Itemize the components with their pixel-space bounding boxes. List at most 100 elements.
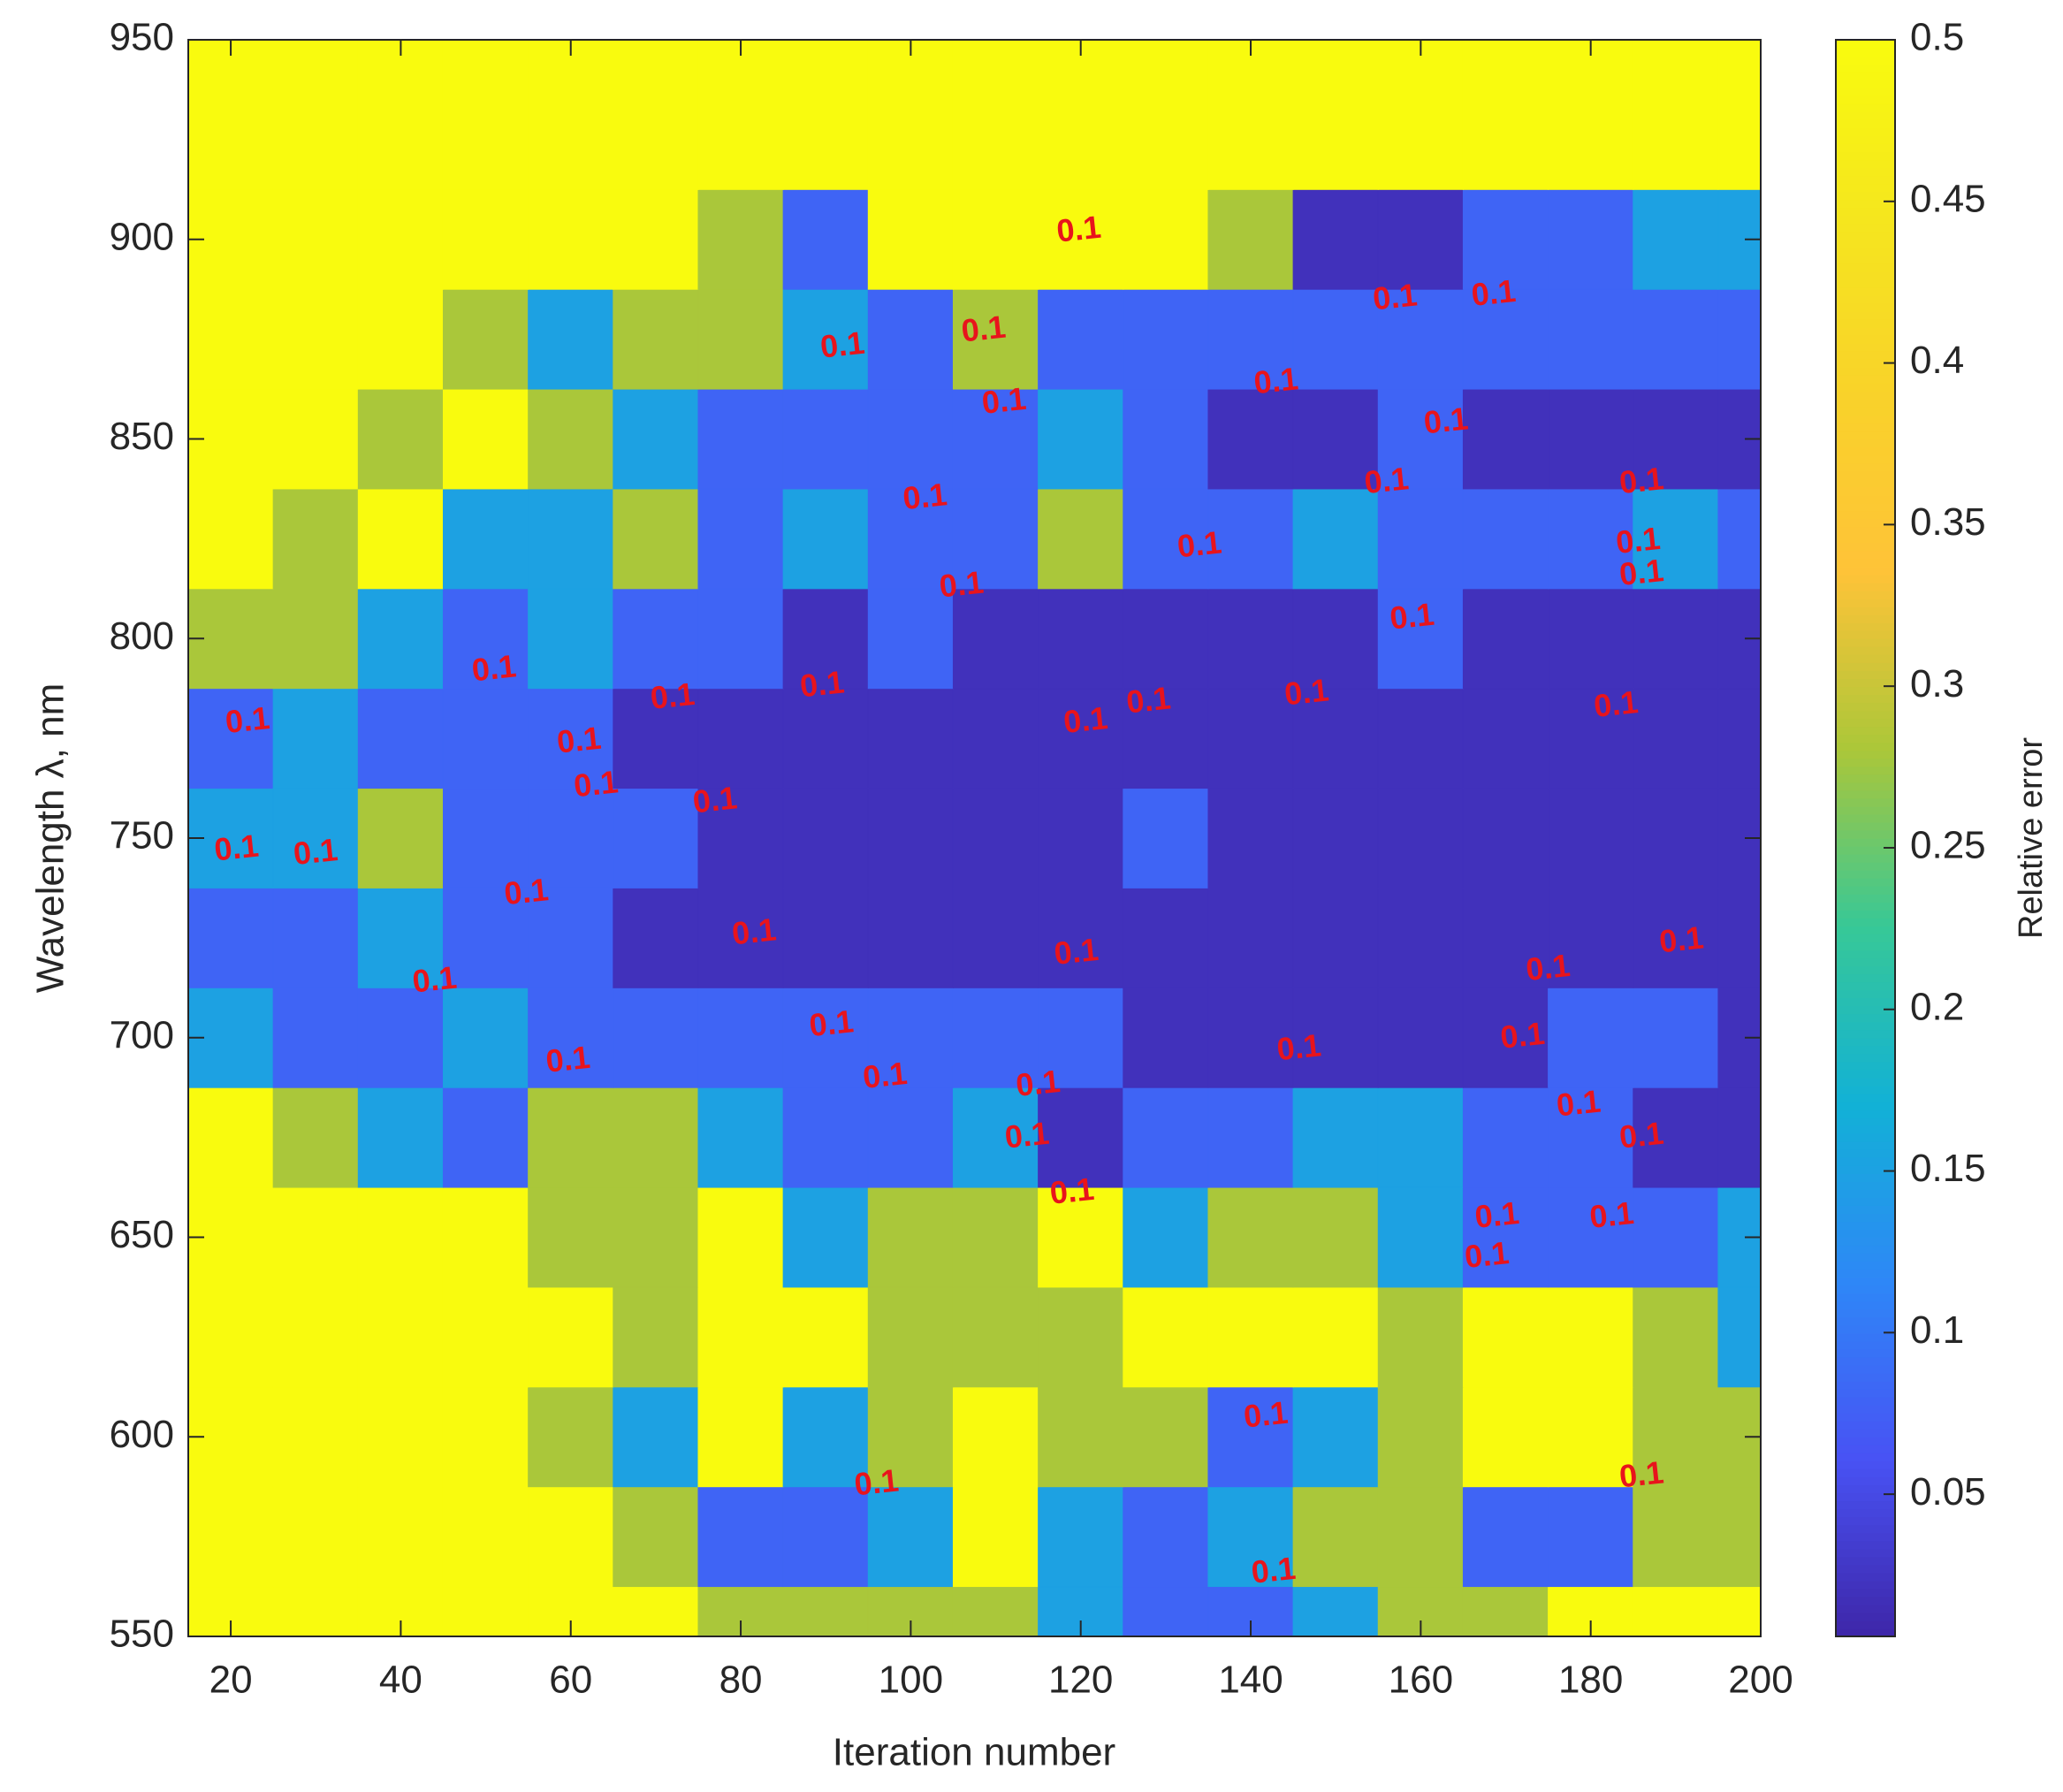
contour-cell bbox=[1377, 987, 1464, 1088]
contour-cell bbox=[1038, 88, 1124, 190]
contour-cell bbox=[867, 588, 954, 690]
contour-label: 0.1 bbox=[980, 380, 1028, 421]
contour-cell bbox=[188, 887, 274, 988]
contour-cell bbox=[357, 40, 444, 90]
contour-cell bbox=[272, 288, 359, 390]
contour-cell bbox=[697, 887, 784, 988]
contour-cell bbox=[613, 588, 699, 690]
contour-cell bbox=[613, 1087, 699, 1188]
contour-cell bbox=[782, 188, 869, 290]
colorbar-segment bbox=[1837, 1125, 1894, 1134]
colorbar-segment bbox=[1837, 997, 1894, 1007]
contour-cell bbox=[697, 1186, 784, 1288]
colorbar-segment bbox=[1837, 981, 1894, 991]
colorbar-segment bbox=[1837, 431, 1894, 440]
contour-cell bbox=[357, 688, 444, 789]
contour-label: 0.1 bbox=[1473, 1194, 1521, 1235]
colorbar-segment bbox=[1837, 1069, 1894, 1079]
contour-cell bbox=[782, 987, 869, 1088]
colorbar-segment bbox=[1837, 1580, 1894, 1590]
contour-cell bbox=[1207, 1186, 1294, 1288]
contour-cell bbox=[272, 88, 359, 190]
colorbar-segment bbox=[1837, 1588, 1894, 1598]
contour-cell bbox=[613, 1186, 699, 1288]
contour-cell bbox=[1462, 1286, 1549, 1388]
colorbar-segment bbox=[1837, 1340, 1894, 1350]
colorbar-segment bbox=[1837, 183, 1894, 193]
contour-cell bbox=[1038, 688, 1124, 789]
colorbar-segment bbox=[1837, 247, 1894, 256]
colorbar-segment bbox=[1837, 271, 1894, 280]
colorbar-segment bbox=[1837, 846, 1894, 855]
colorbar-segment bbox=[1837, 239, 1894, 248]
contour-label: 0.1 bbox=[1618, 552, 1665, 592]
contour-cell bbox=[528, 887, 614, 988]
contour-cell bbox=[952, 1186, 1039, 1288]
contour-cell bbox=[613, 40, 699, 90]
contour-cell bbox=[1123, 1186, 1209, 1288]
contour-cell bbox=[1038, 987, 1124, 1088]
contour-cell bbox=[952, 1386, 1039, 1488]
contour-cell bbox=[1633, 788, 1719, 888]
colorbar-segment bbox=[1837, 558, 1894, 568]
contour-cell bbox=[357, 88, 444, 190]
contour-cell bbox=[782, 1386, 869, 1488]
contour-cell bbox=[697, 1486, 784, 1588]
contour-cell bbox=[357, 388, 444, 490]
colorbar-tick-label: 0.3 bbox=[1910, 662, 1964, 705]
contour-label: 0.1 bbox=[1363, 460, 1411, 500]
colorbar-segment bbox=[1837, 957, 1894, 967]
contour-cell bbox=[697, 987, 784, 1088]
colorbar-segment bbox=[1837, 1437, 1894, 1445]
contour-label: 0.1 bbox=[1371, 277, 1419, 317]
colorbar-segment bbox=[1837, 1213, 1894, 1223]
contour-cell bbox=[697, 1087, 784, 1188]
contour-cell bbox=[1292, 788, 1379, 888]
contour-cell bbox=[613, 488, 699, 590]
contour-cell bbox=[528, 788, 614, 888]
colorbar-segment bbox=[1837, 662, 1894, 671]
contour-cell bbox=[1038, 588, 1124, 690]
y-axis-label: Wavelength λ, nm bbox=[29, 683, 72, 994]
colorbar-segment bbox=[1837, 407, 1894, 416]
contour-label: 0.1 bbox=[1618, 1115, 1665, 1155]
contour-label: 0.1 bbox=[861, 1055, 909, 1095]
contour-cell bbox=[1038, 788, 1124, 888]
colorbar-segment bbox=[1837, 1221, 1894, 1231]
colorbar-segment bbox=[1837, 934, 1894, 942]
contour-cell bbox=[1462, 1386, 1549, 1488]
contour-cell bbox=[1123, 1586, 1209, 1636]
colorbar-segment bbox=[1837, 805, 1894, 815]
colorbar-segment bbox=[1837, 1085, 1894, 1094]
contour-cell bbox=[1292, 1286, 1379, 1388]
contour-label: 0.1 bbox=[502, 871, 550, 911]
contour-cell bbox=[1717, 288, 1761, 390]
colorbar-segment bbox=[1837, 199, 1894, 209]
colorbar-segment bbox=[1837, 734, 1894, 743]
contour-cell bbox=[1123, 40, 1209, 90]
contour-cell bbox=[697, 1386, 784, 1488]
contour-cell bbox=[1462, 488, 1549, 590]
contour-cell bbox=[1462, 188, 1549, 290]
contour-cell bbox=[782, 788, 869, 888]
contour-cell bbox=[1123, 88, 1209, 190]
colorbar-segment bbox=[1837, 758, 1894, 767]
contour-cell bbox=[1038, 1386, 1124, 1488]
y-tick-label: 600 bbox=[110, 1413, 174, 1456]
y-tick-label: 550 bbox=[110, 1613, 174, 1656]
contour-cell bbox=[867, 388, 954, 490]
x-tick-label: 120 bbox=[1048, 1659, 1113, 1702]
colorbar-segment bbox=[1837, 1564, 1894, 1574]
colorbar-segment bbox=[1837, 782, 1894, 791]
contour-cell bbox=[1462, 288, 1549, 390]
contour-cell bbox=[1717, 1486, 1761, 1588]
contour-cell bbox=[188, 1087, 274, 1188]
contour-label: 0.1 bbox=[1587, 1194, 1635, 1235]
colorbar-segment bbox=[1837, 742, 1894, 751]
colorbar-segment bbox=[1837, 48, 1894, 57]
contour-cell bbox=[782, 1186, 869, 1288]
colorbar-segment bbox=[1837, 686, 1894, 696]
colorbar-segment bbox=[1837, 1149, 1894, 1158]
contour-cell bbox=[442, 688, 529, 789]
contour-cell bbox=[1717, 1586, 1761, 1636]
